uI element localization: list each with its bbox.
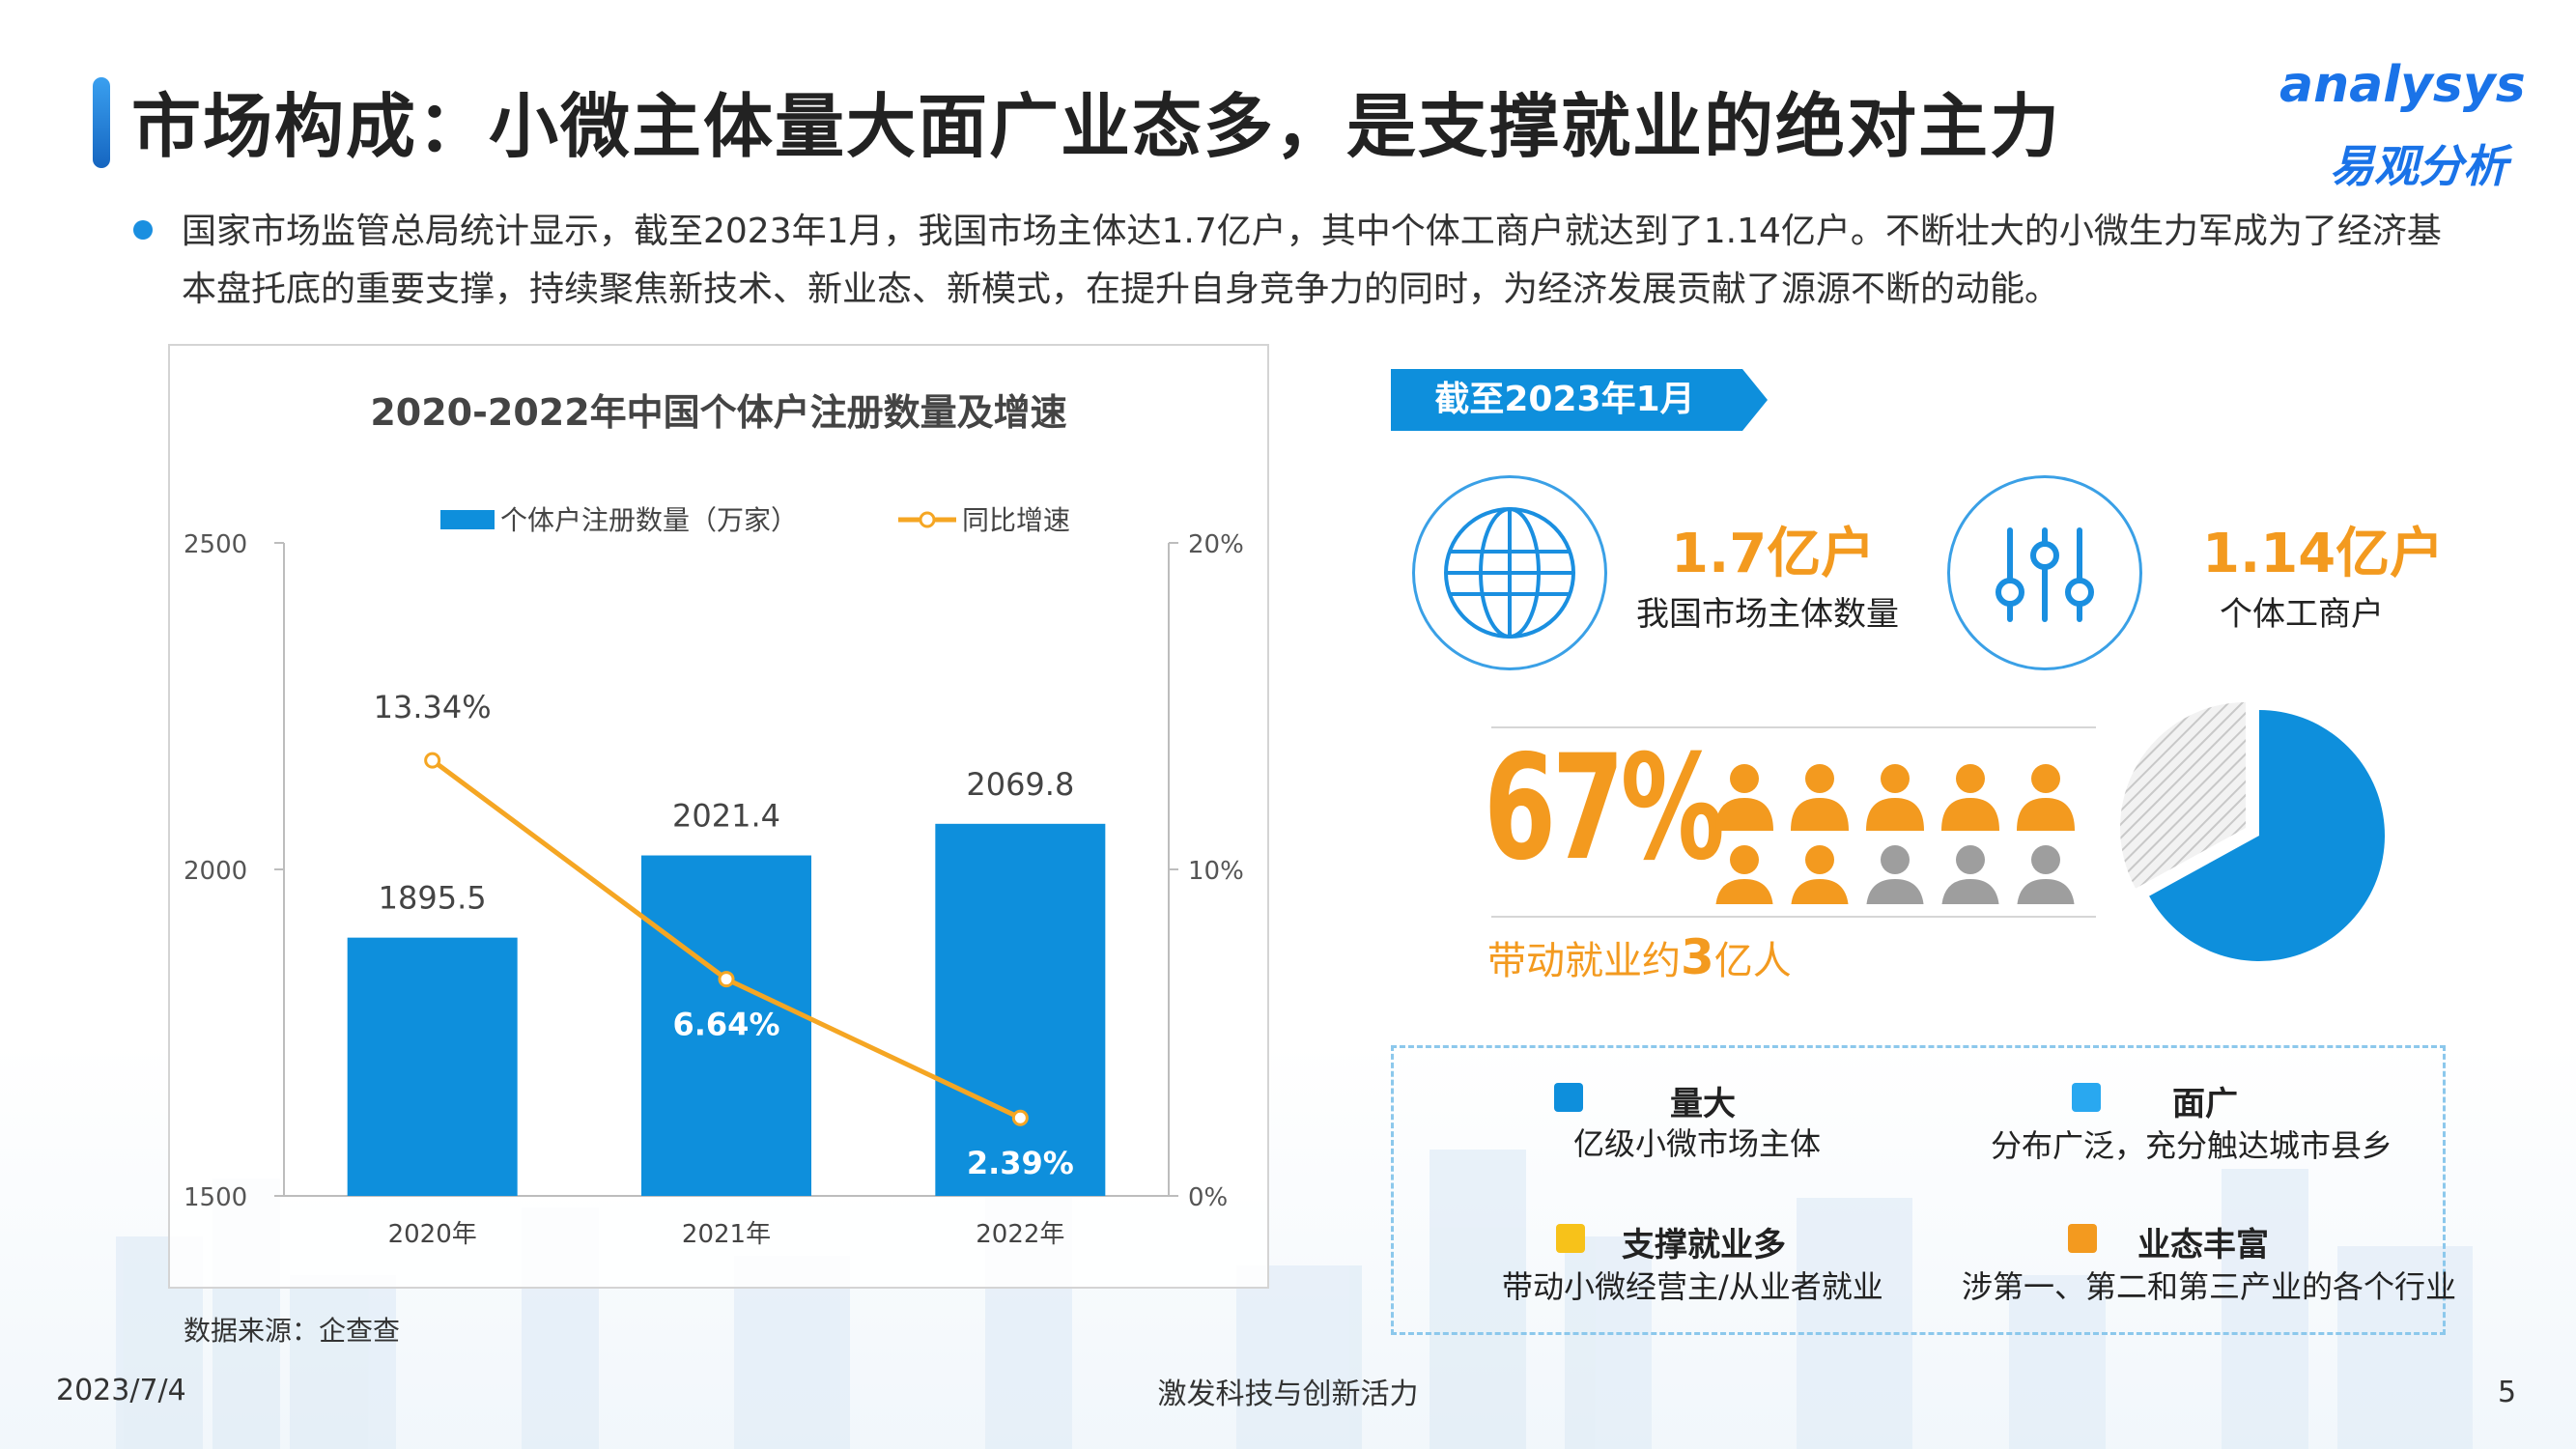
intro-paragraph: 国家市场监管总局统计显示，截至2023年1月，我国市场主体达1.7亿户，其中个体… [182,212,2442,309]
growth-value-label: 6.64% [672,1007,779,1043]
employment-percent: 67% [1484,724,1725,893]
bar-value-label: 2021.4 [672,798,780,835]
page-number: 5 [2498,1376,2517,1409]
divider-bottom [1491,916,2096,918]
y-left-tick-label: 2000 [184,857,247,886]
person-icon [1791,845,1849,904]
y-right-tick-label: 10% [1188,857,1244,886]
sliders-circle [1947,475,2142,670]
title-accent-bar [93,77,110,168]
footer-slogan: 激发科技与创新活力 [1157,1378,1419,1411]
bar-2 [641,855,811,1196]
x-tick-label: 2020年 [388,1220,477,1249]
person-icon [2017,764,2075,831]
legend-swatch-bars [440,510,495,529]
feature-marker-icon [2072,1083,2101,1112]
feature-marker-icon [1554,1083,1583,1112]
pie-slice-employment [2149,710,2385,961]
logo-english: analysys [2279,56,2526,114]
chart-title: 2020-2022年中国个体户注册数量及增速 [370,391,1067,434]
y-right-tick-label: 20% [1188,530,1244,559]
globe-icon [1444,507,1575,639]
person-icon [1866,764,1924,831]
stat-value-market: 1.7亿户 [1671,523,1876,585]
feature-title: 量大 [1670,1085,1736,1123]
data-source: 数据来源：企查查 [184,1315,401,1347]
growth-value-label: 2.39% [967,1145,1074,1181]
bar-value-label: 2069.8 [966,766,1074,803]
brand-logo: analysys 易观分析 [2279,56,2540,192]
y-right-tick-label: 0% [1188,1183,1228,1212]
feature-title: 面广 [2172,1085,2238,1123]
person-icon [2017,845,2075,904]
feature-marker-icon [2068,1224,2097,1253]
pie-slice-rest [2120,702,2246,889]
legend-label-bars: 个体户注册数量（万家） [500,504,798,536]
feature-title: 支撑就业多 [1622,1226,1786,1264]
page-title: 市场构成：小微主体量大面广业态多，是支撑就业的绝对主力 [131,86,2062,167]
person-icon [1866,845,1924,904]
footer-date: 2023/7/4 [56,1374,186,1407]
feature-marker-icon [1556,1224,1585,1253]
feature-title: 业态丰富 [2137,1226,2269,1264]
features-panel: 量大 亿级小微市场主体 面广 分布广泛，充分触达城市县乡 支撑就业多 带动小微经… [1391,1045,2456,1335]
bullet-dot-icon [133,220,153,240]
bar-3 [935,823,1106,1196]
stat-label-individual: 个体工商户 [2220,595,2384,634]
bar-value-label: 1895.5 [379,880,487,917]
person-icon [1715,845,1773,904]
growth-point-2 [718,971,735,988]
y-left-tick-label: 2500 [184,530,247,559]
divider-top [1491,726,2096,728]
feature-desc: 亿级小微市场主体 [1573,1125,1822,1162]
date-tag: 截至2023年1月 [1391,369,1768,431]
employment-pie-chart [2120,702,2385,961]
growth-point-3 [1011,1109,1029,1126]
employment-text-suffix: 亿人 [1713,939,1792,983]
y-left-tick-label: 1500 [184,1183,247,1212]
person-icon [1715,764,1773,831]
stat-value-individual: 1.14亿户 [2202,523,2445,585]
employment-text-number: 3 [1681,929,1714,985]
people-icon-grid [1715,764,2075,904]
bar-1 [347,937,518,1196]
employment-text-prefix: 带动就业约 [1487,939,1681,983]
feature-desc: 分布广泛，充分触达城市县乡 [1991,1127,2393,1164]
legend-marker-line [919,511,936,528]
x-tick-label: 2021年 [682,1220,771,1249]
stat-label-market: 我国市场主体数量 [1636,595,1899,634]
date-tag-label: 截至2023年1月 [1434,380,1695,419]
x-tick-label: 2022年 [976,1220,1064,1249]
person-icon [1941,764,1999,831]
globe-circle [1412,475,1607,670]
feature-desc: 带动小微经营主/从业者就业 [1502,1268,1883,1305]
growth-point-1 [424,752,441,769]
background-cityscape [0,1043,2576,1449]
person-icon [1941,845,1999,904]
logo-chinese: 易观分析 [2330,140,2507,192]
sliders-icon [1996,527,2094,622]
legend-label-line: 同比增速 [962,504,1070,536]
growth-value-label: 13.34% [374,689,492,725]
bar-line-chart: 1500 2000 2500 0% 10% 20% 个体户注册数量（万家） 同比增速 1895.… [184,504,1244,1249]
chart-panel: 2020-2022年中国个体户注册数量及增速 1500 2000 2500 0% 10%… [168,344,1269,1289]
employment-text: 带动就业约3亿人 [1487,929,1792,985]
feature-desc: 涉第一、第二和第三产业的各个行业 [1962,1268,2457,1305]
person-icon [1791,764,1849,831]
